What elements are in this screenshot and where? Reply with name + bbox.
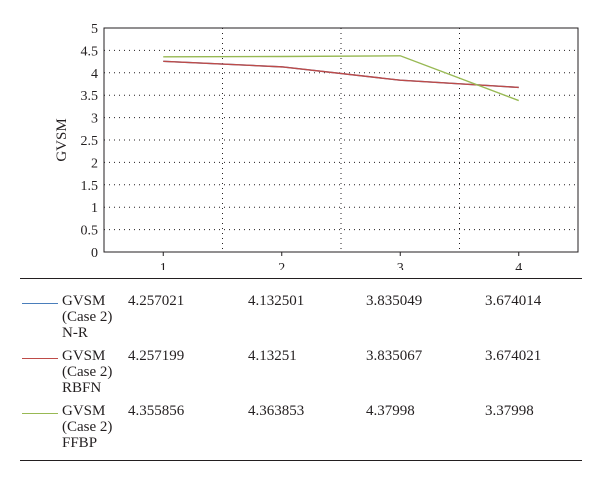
table-row: GVSM (Case 2) RBFN 4.257199 4.13251 3.83506… xyxy=(20,348,582,405)
y-tick-label: 2.5 xyxy=(81,134,99,149)
chart-series-lines xyxy=(163,55,519,102)
table-cell-value: 3.835067 xyxy=(366,348,423,364)
table-row: GVSM (Case 2) FFBP 4.355856 4.363853 4.3799… xyxy=(20,403,582,460)
table-row: GVSM (Case 2) N-R 4.257021 4.132501 3.83504… xyxy=(20,293,582,350)
legend-swatch xyxy=(22,358,58,359)
series-name: GVSM (Case 2) RBFN xyxy=(62,348,113,396)
legend-swatch xyxy=(22,303,58,304)
x-tick-label: 2 xyxy=(278,261,285,270)
table-cell-value: 4.355856 xyxy=(128,403,185,419)
table-cell-value: 4.37998 xyxy=(366,403,415,419)
plot-frame xyxy=(103,27,579,253)
y-tick-label: 4.5 xyxy=(81,44,99,59)
x-tick-labels: 1 2 3 4 xyxy=(160,261,523,270)
table-cell-value: 4.257199 xyxy=(128,348,185,364)
y-tick-labels: 0 0.5 1 1.5 2 2.5 3 3.5 4 4.5 5 xyxy=(81,22,99,261)
y-tick-label: 1.5 xyxy=(81,179,99,194)
x-tick-label: 3 xyxy=(397,261,404,270)
table-cell-value: 4.257021 xyxy=(128,293,185,309)
y-tick-label: 5 xyxy=(91,22,98,37)
y-tick-label: 3.5 xyxy=(81,89,99,104)
chart-grid xyxy=(104,28,578,252)
table-cell-value: 4.363853 xyxy=(248,403,305,419)
y-axis-label: GVSM xyxy=(54,118,70,161)
x-tick-label: 4 xyxy=(515,261,522,270)
series-line-3 xyxy=(163,55,519,102)
table-cell-value: 4.13251 xyxy=(248,348,297,364)
y-tick-label: 0 xyxy=(91,246,98,261)
line-chart: 0 0.5 1 1.5 2 2.5 3 3.5 4 4.5 5 1 2 3 4 GVSM xyxy=(54,22,579,270)
table-cell-value: 4.132501 xyxy=(248,293,305,309)
x-tick-label: 1 xyxy=(160,261,167,270)
table-top-rule xyxy=(20,278,582,279)
legend-swatch xyxy=(22,413,58,414)
table-cell-value: 3.674014 xyxy=(485,293,542,309)
series-name: GVSM (Case 2) FFBP xyxy=(62,403,113,451)
table-cell-value: 3.674021 xyxy=(485,348,542,364)
chart-axes xyxy=(103,27,579,256)
series-line-2 xyxy=(163,60,519,89)
y-tick-label: 4 xyxy=(91,67,98,82)
y-tick-label: 1 xyxy=(91,201,98,216)
table-bottom-rule xyxy=(20,460,582,461)
y-tick-label: 0.5 xyxy=(81,224,99,239)
table-cell-value: 3.37998 xyxy=(485,403,534,419)
y-tick-label: 2 xyxy=(91,156,98,171)
y-tick-label: 3 xyxy=(91,112,98,127)
table-cell-value: 3.835049 xyxy=(366,293,423,309)
series-name: GVSM (Case 2) N-R xyxy=(62,293,113,341)
